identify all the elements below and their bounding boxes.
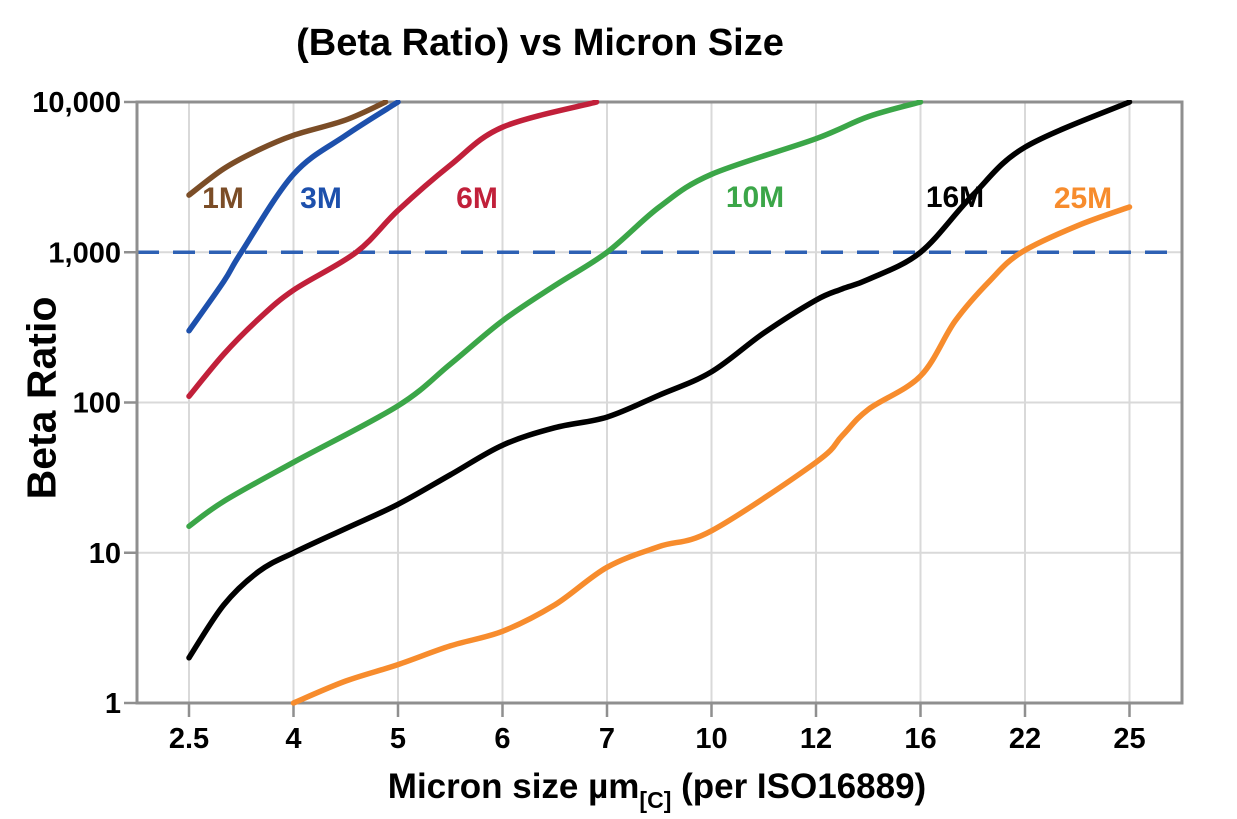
series-label-25M: 25M xyxy=(1054,182,1112,215)
x-axis-title-prefix: Micron size µm xyxy=(387,767,640,806)
y-tick-label-100: 100 xyxy=(73,388,121,420)
curves-group xyxy=(186,100,1133,706)
series-label-3M: 3M xyxy=(300,182,342,215)
x-tick-label-5: 5 xyxy=(390,723,406,755)
y-tick-label-10,000: 10,000 xyxy=(32,87,121,119)
series-label-10M: 10M xyxy=(726,181,784,214)
x-tick-label-10: 10 xyxy=(695,723,727,755)
x-axis-title-suffix: (per ISO16889) xyxy=(671,767,927,806)
chart-title: (Beta Ratio) vs Micron Size xyxy=(296,22,784,64)
y-tick-label-1,000: 1,000 xyxy=(48,237,121,269)
series-label-16M: 16M xyxy=(926,181,984,214)
x-tick-label-22: 22 xyxy=(1009,723,1041,755)
plot-border xyxy=(135,100,1184,705)
x-tick-label-12: 12 xyxy=(800,723,832,755)
y-tick-label-1: 1 xyxy=(105,688,121,720)
series-label-6M: 6M xyxy=(456,182,498,215)
curve-16M xyxy=(186,100,1133,661)
x-tick-label-6: 6 xyxy=(494,723,510,755)
x-tick-label-16: 16 xyxy=(904,723,936,755)
curve-25M xyxy=(290,204,1133,706)
curve-1M xyxy=(186,100,389,198)
y-axis-title: Beta Ratio xyxy=(18,296,65,500)
x-tick-label-2.5: 2.5 xyxy=(169,723,209,755)
x-tick-label-25: 25 xyxy=(1113,723,1145,755)
curve-3M xyxy=(186,100,401,334)
x-tick-label-4: 4 xyxy=(285,723,301,755)
x-tick-label-7: 7 xyxy=(599,723,615,755)
x-axis-title-subscript: [C] xyxy=(639,787,672,813)
x-axis-title: Micron size µm[C] (per ISO16889) xyxy=(387,767,927,813)
curve-10M xyxy=(186,100,924,530)
y-tick-label-10: 10 xyxy=(89,538,121,570)
curve-6M xyxy=(186,100,600,400)
series-label-1M: 1M xyxy=(202,182,244,215)
